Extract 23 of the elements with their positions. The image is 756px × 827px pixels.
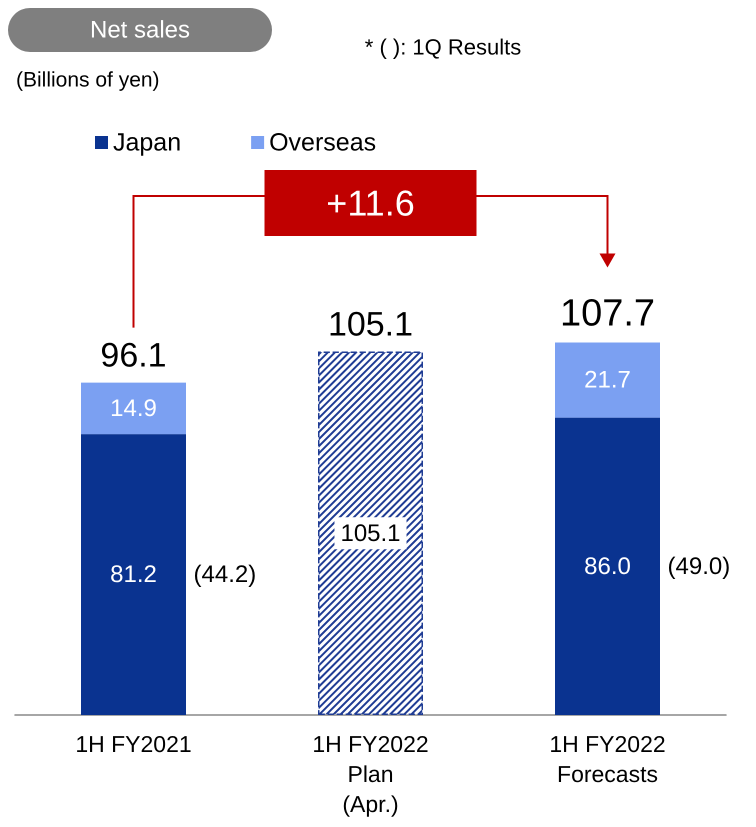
total-label: 107.7 xyxy=(560,292,656,335)
bar xyxy=(555,342,660,418)
annotation: (49.0) xyxy=(668,552,730,580)
x-tick-label: 1H FY2022 Forecasts xyxy=(549,731,666,787)
data-label: 81.2 xyxy=(110,561,157,588)
total-label: 96.1 xyxy=(100,336,167,375)
bar xyxy=(81,382,186,434)
x-tick-label: 1H FY2021 xyxy=(75,731,192,757)
chart-title: Net sales xyxy=(90,16,190,44)
data-label: 86.0 xyxy=(584,552,631,580)
text: * ( ): 1Q Results xyxy=(364,34,522,60)
data-label: 21.7 xyxy=(584,366,631,394)
annotation: (44.2) xyxy=(194,561,256,588)
chart-subtitle: (Billions of yen) xyxy=(16,68,160,92)
data-label: 105.1 xyxy=(340,520,401,547)
bar xyxy=(555,418,660,715)
total-label: 105.1 xyxy=(328,306,414,344)
legend-label: Japan xyxy=(113,128,182,156)
text: +11.6 xyxy=(326,182,415,224)
bar xyxy=(81,434,186,715)
data-label: 14.9 xyxy=(110,394,157,422)
x-tick-label: 1H FY2022 Plan (Apr.) xyxy=(312,731,429,817)
legend-label: Overseas xyxy=(269,128,376,156)
